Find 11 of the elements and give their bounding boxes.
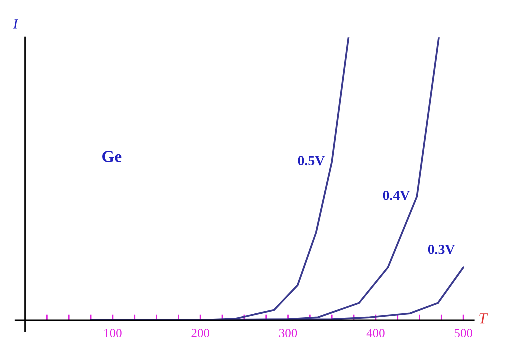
x-tick-label: 200: [192, 329, 210, 338]
series-label: 0.4V: [383, 190, 410, 200]
x-tick-label: 100: [104, 329, 122, 338]
series-label: 0.5V: [298, 156, 325, 166]
x-tick-label: 400: [366, 329, 385, 338]
series-label: 0.3V: [428, 244, 456, 254]
x-tick-label: 500: [454, 329, 472, 338]
y-axis-title: I: [13, 20, 18, 29]
x-axis-title: T: [480, 314, 488, 324]
annotation: Ge: [102, 151, 122, 162]
x-tick-label: 300: [279, 329, 298, 338]
